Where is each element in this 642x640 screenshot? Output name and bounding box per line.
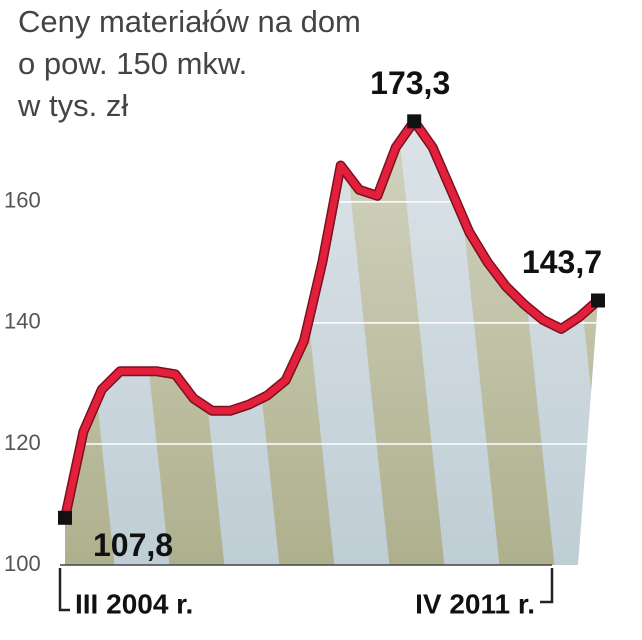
chart-title: w tys. zł xyxy=(17,88,128,123)
y-tick-label: 120 xyxy=(4,430,41,455)
plot: 100 120 140 160 107,8 173,3 143,7 III 2004 r. IV… xyxy=(4,65,605,619)
chart-title: Ceny materiałów na dom xyxy=(18,4,361,39)
marker xyxy=(407,114,422,129)
marker xyxy=(591,293,605,308)
value-label: 107,8 xyxy=(93,527,173,563)
x-tick-label: III 2004 r. xyxy=(75,588,193,619)
axis-bracket xyxy=(540,568,554,604)
x-tick-label: IV 2011 r. xyxy=(415,588,535,619)
value-label: 143,7 xyxy=(522,244,602,280)
y-tick-label: 140 xyxy=(4,309,41,334)
chart-title: o pow. 150 mkw. xyxy=(18,46,247,81)
axis-bracket xyxy=(58,568,70,612)
y-tick-label: 100 xyxy=(4,551,41,576)
marker xyxy=(58,510,72,525)
line xyxy=(61,117,601,519)
y-tick-label: 160 xyxy=(4,188,41,213)
value-label: 173,3 xyxy=(370,65,450,101)
